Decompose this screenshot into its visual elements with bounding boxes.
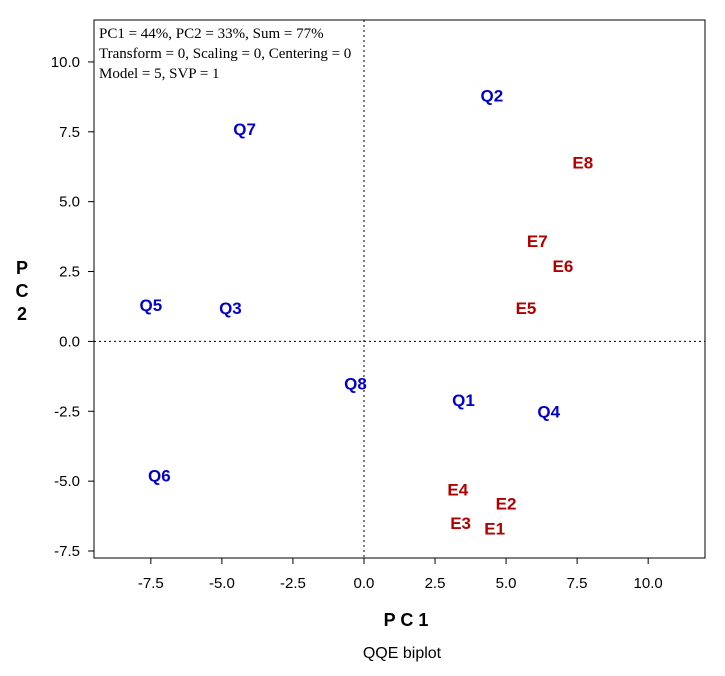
point-label-q3: Q3 (219, 299, 242, 318)
point-label-q1: Q1 (452, 391, 475, 410)
y-tick-label: 2.5 (59, 264, 80, 281)
point-label-q2: Q2 (481, 86, 504, 105)
annotation-line-2: Transform = 0, Scaling = 0, Centering = … (99, 46, 351, 62)
y-axis-label-letter-1: P (16, 258, 28, 278)
point-label-q6: Q6 (148, 467, 171, 486)
x-tick-label: 5.0 (496, 575, 517, 592)
point-label-e4: E4 (447, 481, 468, 500)
x-tick-label: -5.0 (209, 575, 235, 592)
point-label-e1: E1 (484, 520, 505, 539)
point-label-q5: Q5 (139, 296, 162, 315)
chart-caption: QQE biplot (363, 645, 442, 662)
point-label-e7: E7 (527, 232, 548, 251)
point-label-q4: Q4 (537, 402, 560, 421)
y-tick-label: 7.5 (59, 124, 80, 141)
x-axis-label: P C 1 (384, 610, 429, 630)
y-tick-label: 5.0 (59, 194, 80, 211)
y-tick-label: 10.0 (51, 54, 80, 71)
y-tick-label: -7.5 (54, 543, 80, 560)
x-tick-label: -2.5 (280, 575, 306, 592)
point-label-e5: E5 (516, 299, 537, 318)
annotation-line-3: Model = 5, SVP = 1 (99, 66, 220, 82)
y-tick-label: -2.5 (54, 403, 80, 420)
point-label-e8: E8 (572, 154, 593, 173)
point-label-e6: E6 (553, 257, 574, 276)
point-label-q8: Q8 (344, 374, 367, 393)
point-label-q7: Q7 (233, 120, 256, 139)
y-tick-label: 0.0 (59, 333, 80, 350)
x-tick-label: 0.0 (354, 575, 375, 592)
x-tick-label: 7.5 (567, 575, 588, 592)
x-tick-label: 10.0 (634, 575, 663, 592)
point-label-e3: E3 (450, 514, 471, 533)
plot-frame (93, 19, 706, 559)
y-axis-label-letter-2: C (16, 281, 29, 301)
y-axis-label-letter-3: 2 (17, 304, 27, 324)
y-tick-label: -5.0 (54, 473, 80, 490)
x-tick-label: 2.5 (425, 575, 446, 592)
x-tick-label: -7.5 (138, 575, 164, 592)
point-label-e2: E2 (496, 495, 517, 514)
annotation-line-1: PC1 = 44%, PC2 = 33%, Sum = 77% (99, 26, 324, 42)
